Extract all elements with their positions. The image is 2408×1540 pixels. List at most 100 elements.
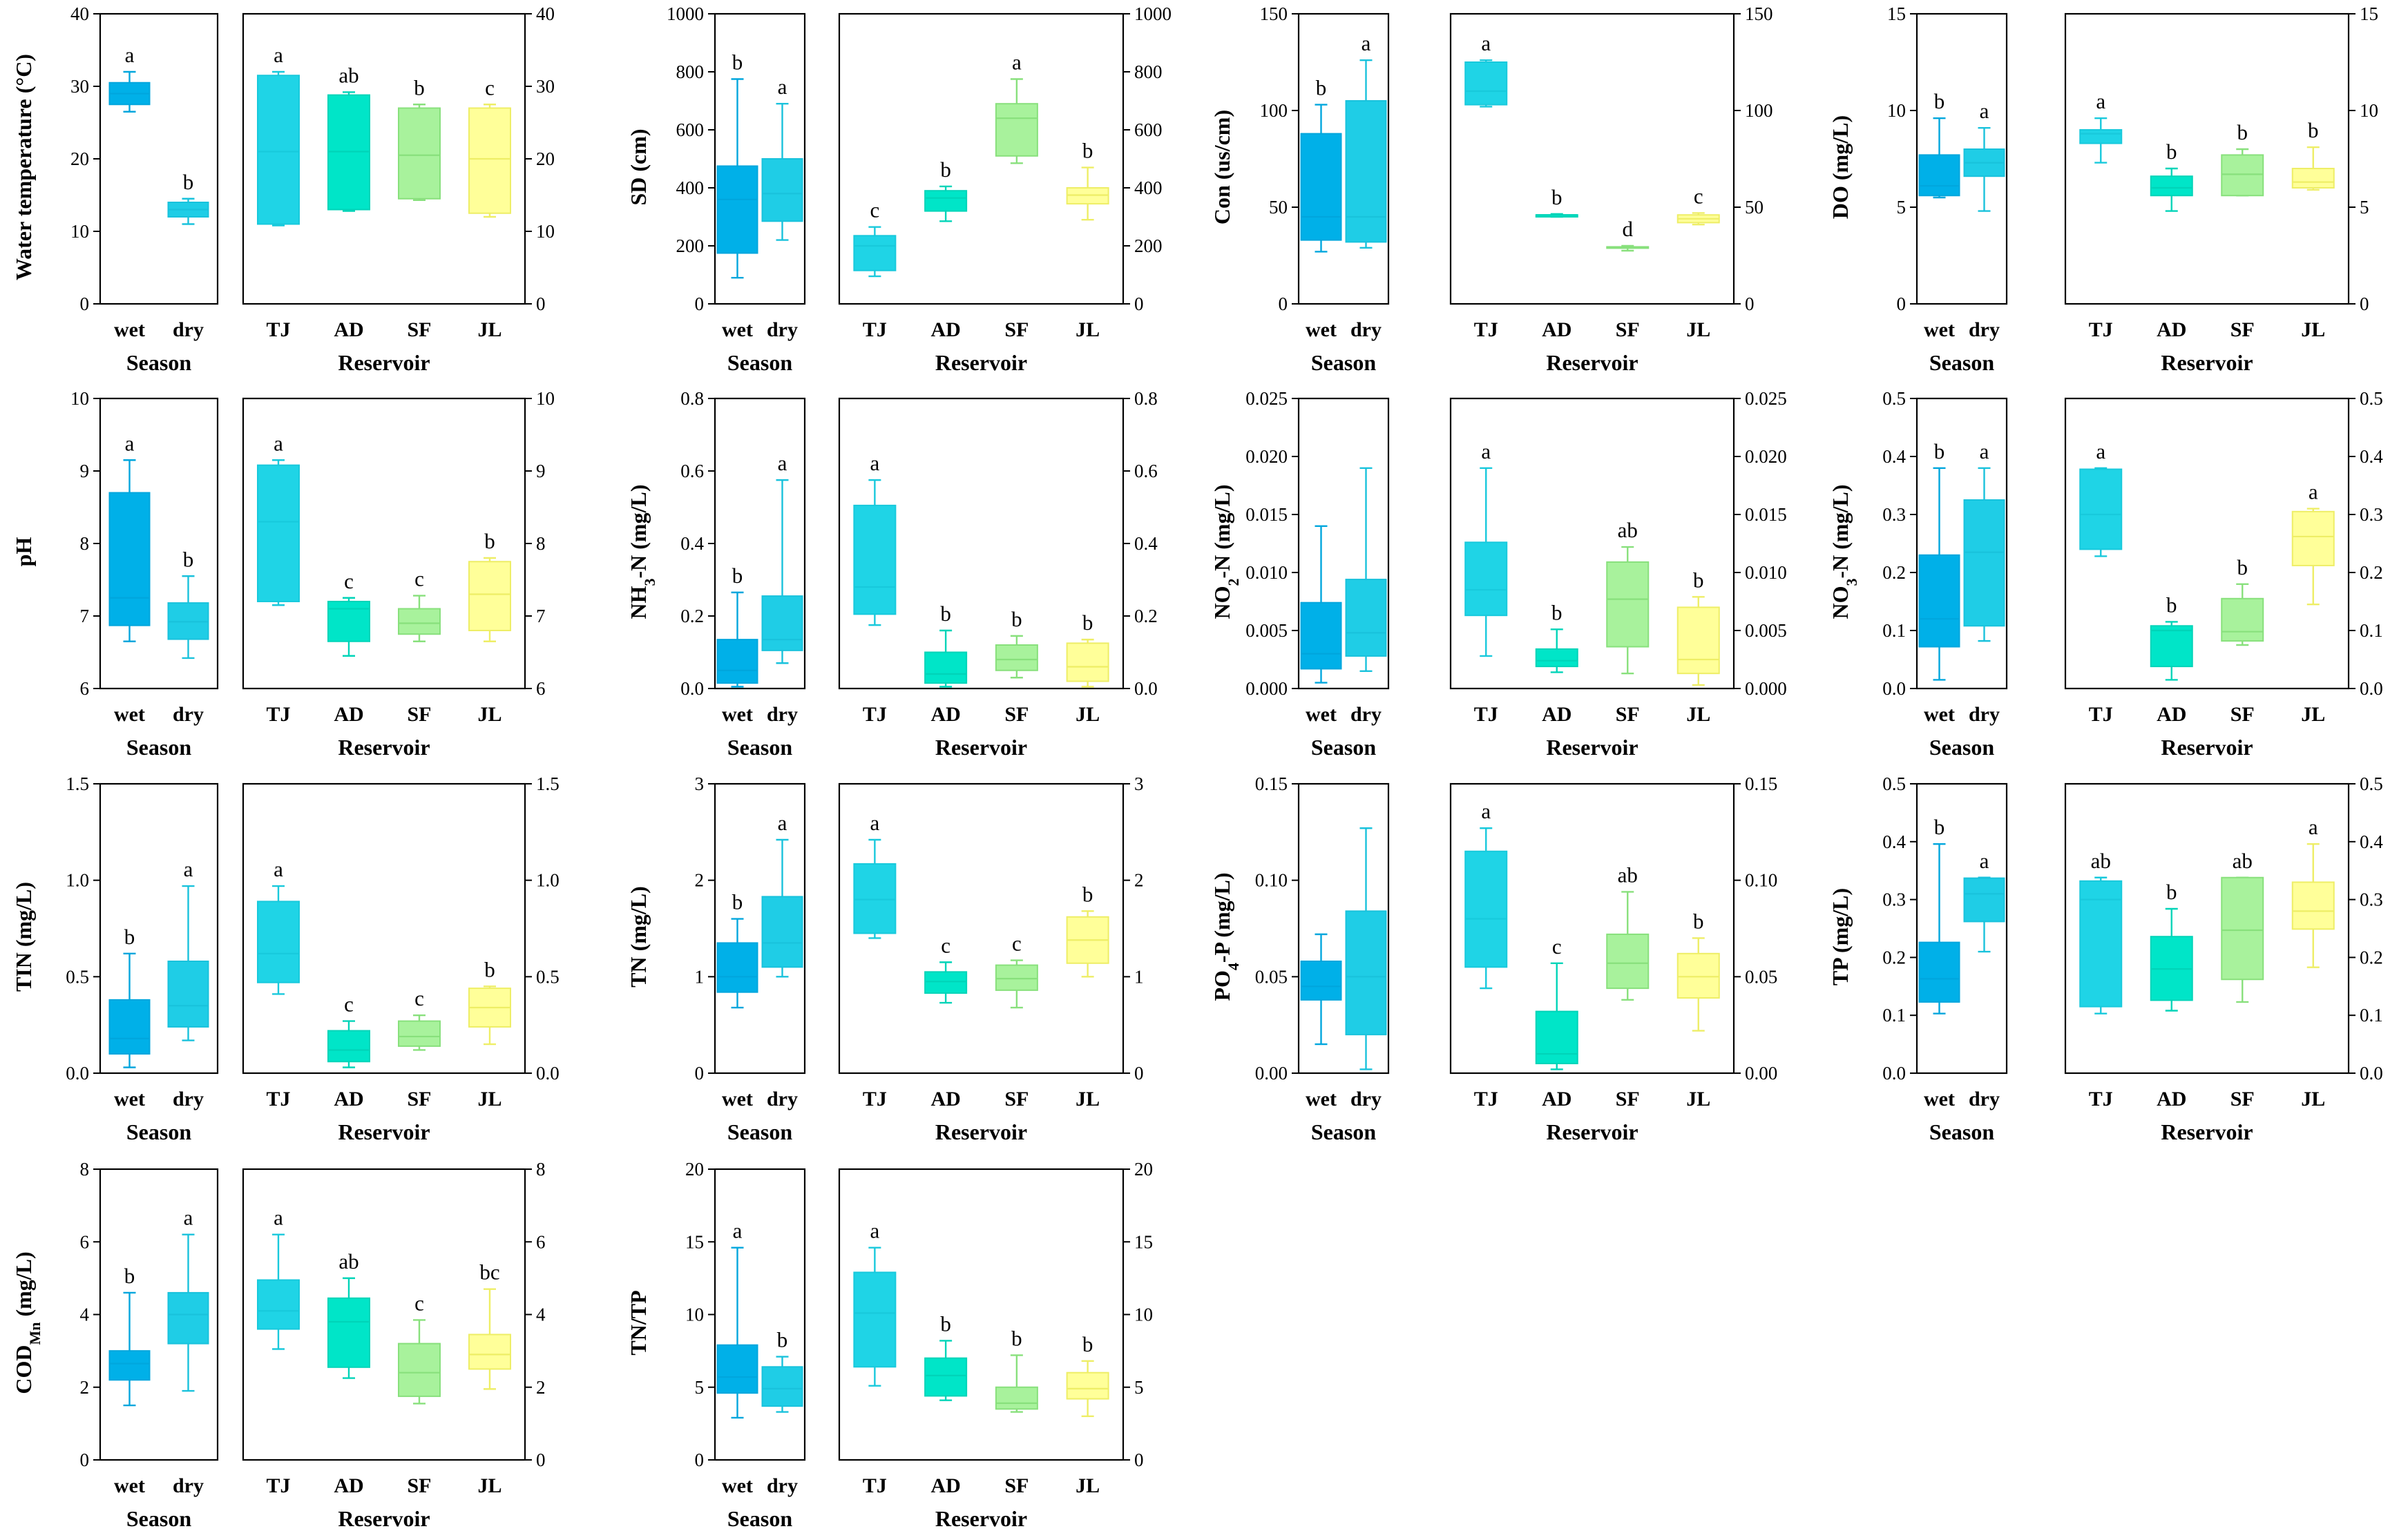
right-y-tick-label: 0.1 (2360, 620, 2383, 641)
left-y-tick-label: 0.00 (1255, 1063, 1288, 1084)
category-label: SF (2230, 1088, 2255, 1110)
iqr-box (2079, 880, 2123, 1008)
right-y-tick-label: 100 (1745, 100, 1773, 121)
right-y-tick-label: 15 (1134, 1231, 1153, 1252)
category-label: wet (722, 1088, 753, 1110)
category-label: AD (1542, 318, 1571, 341)
right-y-tick-label: 40 (536, 3, 555, 24)
category-label: wet (114, 318, 145, 341)
category-label: AD (334, 1088, 363, 1110)
significance-letter: b (2237, 120, 2248, 144)
category-label: TJ (266, 318, 290, 341)
right-y-tick-label: 0.8 (1134, 388, 1158, 409)
box-SF: b SF (2221, 555, 2264, 726)
category-label: AD (1542, 703, 1571, 726)
significance-letter: b (2166, 593, 2177, 617)
iqr-box (716, 639, 758, 684)
season-x-title: Season (1311, 1119, 1376, 1144)
left-y-tick-label: 0.020 (1245, 446, 1288, 467)
iqr-box (257, 75, 300, 225)
y-axis-title: TN/TP (626, 1290, 651, 1355)
significance-letter: b (1316, 76, 1327, 100)
significance-letter: ab (1618, 518, 1638, 542)
significance-letter: a (2096, 89, 2105, 113)
y-axis-title: TIN (mg/L) (11, 882, 36, 992)
category-label: AD (334, 703, 363, 726)
box-wet: b wet (716, 890, 758, 1110)
iqr-box (327, 601, 370, 642)
significance-letter: c (344, 992, 354, 1017)
significance-letter: b (1011, 1326, 1022, 1350)
significance-letter: b (940, 601, 951, 626)
category-label: dry (173, 318, 204, 341)
box-wet: b wet (1918, 439, 1960, 726)
season-x-title: Season (727, 735, 792, 760)
right-y-tick-label: 0 (1134, 1063, 1144, 1084)
significance-letter: b (1693, 568, 1704, 592)
right-y-tick-label: 8 (536, 1159, 546, 1180)
right-y-tick-label: 0 (536, 293, 546, 314)
category-label: JL (1076, 703, 1100, 726)
category-label: JL (1076, 1474, 1100, 1497)
right-y-tick-label: 6 (536, 1231, 546, 1252)
iqr-box (1300, 601, 1342, 670)
right-y-tick-label: 20 (1134, 1159, 1153, 1180)
box-dry: dry (1345, 467, 1387, 726)
category-label: AD (930, 1474, 960, 1497)
category-label: SF (1616, 703, 1640, 726)
iqr-box (257, 901, 300, 983)
box-AD: c AD (327, 569, 370, 726)
significance-letter: b (183, 547, 194, 571)
panel-codmn: 0 0 2 2 4 4 6 6 8 8 CODMn (mg/L) b wet a dry a TJ ab AD c SF… (11, 1159, 546, 1531)
left-y-tick-label: 0.000 (1245, 678, 1288, 699)
box-AD: b AD (924, 1311, 968, 1497)
left-y-tick-label: 0.2 (1882, 947, 1906, 968)
right-y-tick-label: 0 (1134, 1450, 1144, 1470)
panel-tn: 0 0 1 1 2 2 3 3 TN (mg/L) b wet a dry a TJ c AD c SF b JL Sea… (626, 773, 1144, 1144)
category-label: wet (1924, 1088, 1955, 1110)
category-label: wet (722, 318, 753, 341)
significance-letter: b (2166, 880, 2177, 904)
iqr-box (2079, 468, 2123, 550)
right-y-tick-label: 10 (1134, 1305, 1153, 1325)
panel-sd: 0 0 200 200 400 400 600 600 800 800 1000 1000 SD (cm… (626, 3, 1172, 375)
iqr-box (108, 1350, 151, 1381)
left-y-tick-label: 10 (70, 388, 89, 409)
significance-letter: b (1082, 1332, 1093, 1356)
iqr-box (468, 107, 511, 214)
left-y-tick-label: 50 (1269, 197, 1288, 218)
significance-letter: b (1934, 89, 1945, 113)
iqr-box (995, 103, 1038, 157)
significance-letter: c (414, 1291, 424, 1315)
left-y-tick-label: 20 (685, 1159, 704, 1180)
left-y-tick-label: 6 (80, 678, 90, 699)
box-SF: b SF (995, 1326, 1038, 1497)
category-label: TJ (2089, 318, 2113, 341)
left-y-tick-label: 600 (676, 119, 705, 140)
category-label: JL (477, 703, 501, 726)
panel-no2-n: 0.000 0.000 0.005 0.005 0.010 0.010 0.015 0.015… (1210, 388, 1787, 760)
significance-letter: a (870, 811, 879, 835)
iqr-box (398, 107, 441, 200)
reservoir-x-title: Reservoir (1546, 735, 1638, 760)
left-y-tick-label: 1.0 (66, 870, 89, 891)
panel-do: 0 0 5 5 10 10 15 15 DO (mg/L) b wet a dry a TJ b AD b SF b J… (1828, 3, 2378, 375)
significance-letter: c (414, 986, 424, 1010)
box-SF: d SF (1606, 217, 1650, 341)
left-y-tick-label: 0.4 (1882, 446, 1906, 467)
iqr-box (924, 1357, 968, 1397)
iqr-box (2221, 154, 2264, 197)
right-y-tick-label: 0.5 (2360, 773, 2383, 794)
category-label: dry (173, 1088, 204, 1110)
box-JL: b JL (1676, 909, 1720, 1110)
left-y-tick-label: 20 (70, 148, 89, 169)
season-plot-frame (714, 782, 806, 1075)
box-SF: a SF (995, 50, 1038, 341)
category-label: JL (477, 1088, 501, 1110)
reservoir-x-title: Reservoir (935, 735, 1027, 760)
significance-letter: a (1980, 439, 1989, 463)
category-label: SF (2230, 318, 2255, 341)
category-label: wet (1924, 318, 1955, 341)
category-label: dry (1350, 1088, 1382, 1110)
